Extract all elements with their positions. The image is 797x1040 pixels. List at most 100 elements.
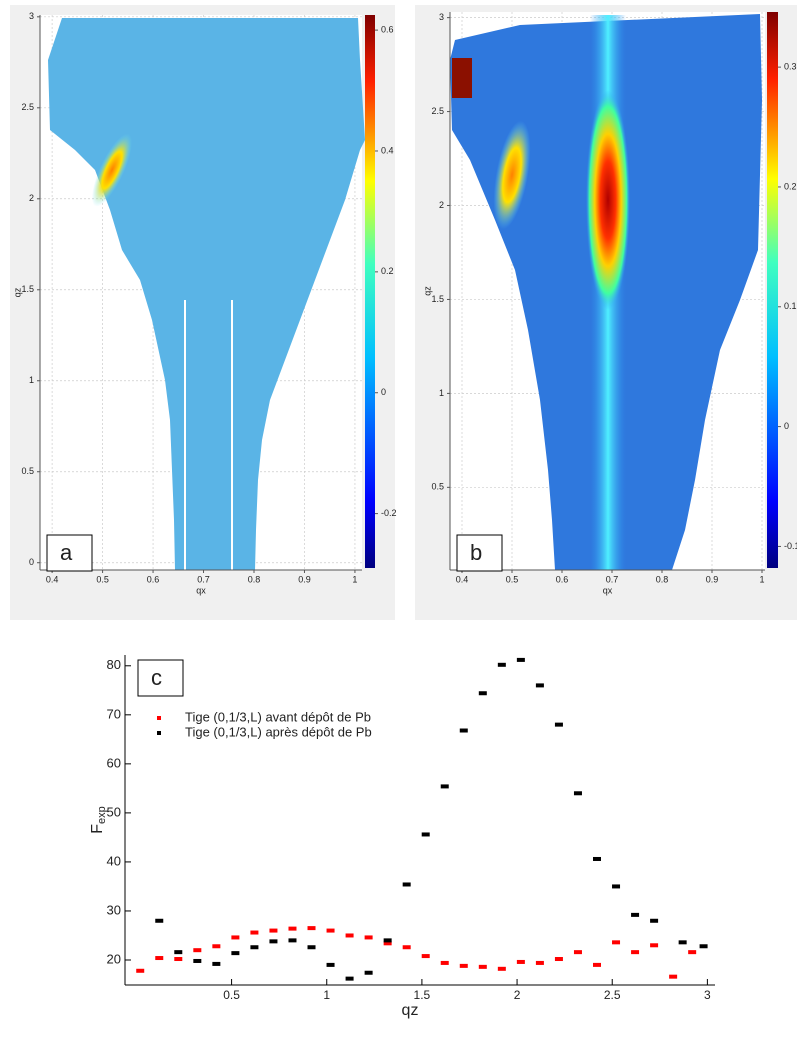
panel-label-box <box>456 534 503 572</box>
y-tick-label: 0 <box>29 557 34 567</box>
point <box>440 960 449 965</box>
legend-marker <box>157 731 161 735</box>
x-tick-label: 0.5 <box>96 574 109 584</box>
colorbar-labels: -0.1 0 0.1 0.2 0.3 <box>778 61 797 551</box>
y-tick-label: 1 <box>439 388 444 398</box>
colorbar-tick-label: -0.2 <box>381 508 397 518</box>
point <box>250 945 259 950</box>
y-axis-label: qz <box>12 287 22 297</box>
panel-label-box <box>137 659 184 697</box>
point <box>516 657 525 662</box>
point <box>269 939 278 944</box>
point <box>554 722 563 727</box>
point <box>345 976 354 981</box>
y-axis-label-subscript: exp <box>96 806 108 824</box>
point <box>573 791 582 796</box>
heatmap-image-b <box>450 14 762 570</box>
point <box>307 926 316 931</box>
x-tick-label: 0.9 <box>298 574 311 584</box>
x-tick-label: 0.6 <box>556 574 569 584</box>
point <box>364 935 373 940</box>
y-tick-label: 60 <box>107 755 121 770</box>
y-tick-label: 2.5 <box>21 102 34 112</box>
point <box>307 945 316 950</box>
point <box>678 940 687 945</box>
point <box>631 912 640 917</box>
y-tick-label: 1.5 <box>431 294 444 304</box>
x-tick-label: 1 <box>759 574 764 584</box>
colorbar-tick-label: 0.6 <box>381 24 394 34</box>
x-tick-label: 3 <box>704 988 711 1002</box>
point <box>345 933 354 938</box>
point <box>478 964 487 969</box>
x-tick-label: 0.5 <box>506 574 519 584</box>
point <box>612 884 621 889</box>
legend-marker <box>157 716 161 720</box>
colorbar-tick-label: 0.2 <box>381 266 394 276</box>
point <box>364 970 373 975</box>
y-tick-label: 1.5 <box>21 284 34 294</box>
colorbar <box>365 15 375 568</box>
point <box>174 950 183 955</box>
y-tick-label: 70 <box>107 706 121 721</box>
point <box>669 974 678 979</box>
y-axis-label: Fexp <box>89 806 108 834</box>
point <box>459 963 468 968</box>
y-tick-label: 0.5 <box>21 466 34 476</box>
colorbar-tick-label: -0.1 <box>784 541 797 551</box>
colorbar-tick-label: 0.4 <box>381 145 394 155</box>
y-tick-label: 3 <box>439 12 444 22</box>
y-tick-label: 3 <box>29 11 34 21</box>
x-tick-label: 0.5 <box>223 988 240 1002</box>
point <box>383 938 392 943</box>
legend-label: Tige (0,1/3,L) avant dépôt de Pb <box>185 709 371 724</box>
colorbar-tick-label: 0.1 <box>784 301 797 311</box>
point <box>288 938 297 943</box>
point <box>650 943 659 948</box>
x-tick-label: 0.7 <box>606 574 619 584</box>
colorbar-tick-label: 0 <box>381 387 386 397</box>
x-axis-label: qx <box>196 585 206 595</box>
point <box>573 950 582 955</box>
x-tick-label: 1 <box>323 988 330 1002</box>
x-tick-label: 0.8 <box>248 574 261 584</box>
x-tick-label: 0.8 <box>656 574 669 584</box>
colorbar <box>767 12 778 568</box>
panel-label: c <box>151 665 162 690</box>
point <box>478 691 487 696</box>
point <box>459 728 468 733</box>
point <box>155 918 164 923</box>
point <box>421 954 430 959</box>
point <box>516 959 525 964</box>
point <box>650 918 659 923</box>
x-axis-label: qz <box>402 1002 419 1019</box>
y-tick-label: 20 <box>107 951 121 966</box>
point <box>497 966 506 971</box>
x-tick-label: 1 <box>352 574 357 584</box>
panel-label: b <box>470 540 482 565</box>
x-tick-label: 0.4 <box>46 574 59 584</box>
x-tick-label: 0.9 <box>706 574 719 584</box>
y-axis-label-main: F <box>89 824 106 834</box>
y-tick-label: 2 <box>29 193 34 203</box>
point <box>326 928 335 933</box>
y-tick-label: 80 <box>107 657 121 672</box>
point <box>402 945 411 950</box>
legend-label: Tige (0,1/3,L) après dépôt de Pb <box>185 724 372 739</box>
point <box>535 683 544 688</box>
point <box>631 950 640 955</box>
colorbar-tick-label: 0 <box>784 421 789 431</box>
heatmap-image-a <box>48 18 365 570</box>
point <box>212 944 221 949</box>
x-tick-label: 0.4 <box>456 574 469 584</box>
x-tick-label: 0.6 <box>147 574 160 584</box>
point <box>688 950 697 955</box>
y-tick-label: 1 <box>29 375 34 385</box>
y-tick-label: 40 <box>107 853 121 868</box>
point <box>250 930 259 935</box>
x-tick-label: 2.5 <box>604 988 621 1002</box>
point <box>193 958 202 963</box>
point <box>155 956 164 961</box>
point <box>231 951 240 956</box>
